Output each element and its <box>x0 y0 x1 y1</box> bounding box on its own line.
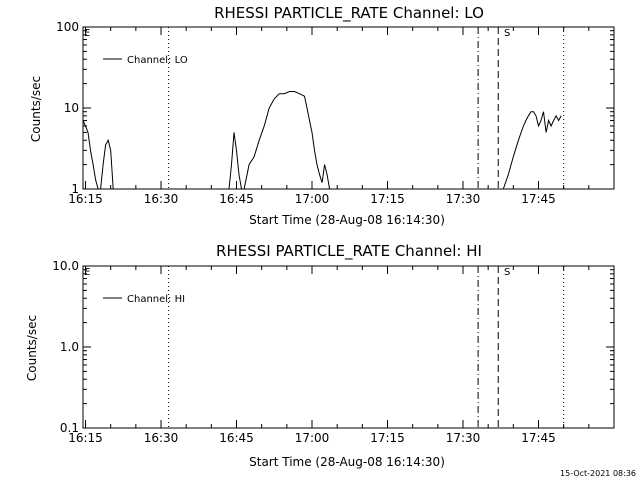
panel-hi-legend-label: Channel: HI <box>127 294 185 305</box>
panel-hi-title: RHESSI PARTICLE_RATE Channel: HI <box>216 242 482 261</box>
panel-lo-frame <box>82 26 615 190</box>
plot-timestamp: 15-Oct-2021 08:36 <box>560 469 636 478</box>
panel-hi-x-axis-label: Start Time (28-Aug-08 16:14:30) <box>249 455 445 469</box>
panel-lo-event-lines <box>168 27 565 189</box>
y-tick-label: 100 <box>56 20 79 34</box>
panel-lo-series <box>82 91 562 190</box>
series-segment <box>243 91 331 190</box>
panel-lo-legend-label: Channel: LO <box>127 55 188 66</box>
x-tick-label: 17:45 <box>521 192 556 206</box>
series-segment <box>502 111 562 190</box>
panel-hi-frame <box>82 265 615 429</box>
panel-hi-y-axis-label: Counts/sec <box>25 315 39 381</box>
panel-lo-x-ticks: 16:15 16:30 16:45 17:00 17:15 17:30 17:45 <box>68 27 615 206</box>
y-tick-label: 10.0 <box>52 259 79 273</box>
x-tick-label: 16:45 <box>219 192 254 206</box>
panel-lo-title: RHESSI PARTICLE_RATE Channel: LO <box>214 4 484 23</box>
panel-hi-flag-e: E <box>84 267 90 278</box>
y-tick-label: 1 <box>71 182 79 196</box>
x-tick-label: 17:00 <box>295 192 330 206</box>
panel-lo-y-ticks: 1 10 100 <box>56 20 614 196</box>
panel-hi-flag-s: S <box>504 267 510 278</box>
x-tick-label: 16:30 <box>144 431 179 445</box>
x-tick-label: 16:15 <box>68 192 103 206</box>
series-segment <box>228 132 242 190</box>
x-tick-label: 17:15 <box>370 431 405 445</box>
x-tick-label: 17:00 <box>295 431 330 445</box>
y-tick-label: 1.0 <box>60 340 79 354</box>
y-tick-label: 0.1 <box>60 421 79 435</box>
panel-lo-x-axis-label: Start Time (28-Aug-08 16:14:30) <box>249 213 445 227</box>
x-tick-label: 17:30 <box>446 192 481 206</box>
x-tick-label: 17:45 <box>521 431 556 445</box>
panel-lo-flag-e: E <box>84 28 90 39</box>
panel-lo-flag-s: S <box>504 28 510 39</box>
panel-hi: RHESSI PARTICLE_RATE Channel: HI 16:15 16… <box>25 242 615 469</box>
panel-lo-y-axis-label: Counts/sec <box>29 76 43 142</box>
x-tick-label: 17:30 <box>446 431 481 445</box>
panel-hi-y-ticks: 0.1 1.0 10.0 <box>52 259 614 435</box>
x-tick-label: 16:15 <box>68 431 103 445</box>
series-segment <box>82 120 114 190</box>
x-tick-label: 16:30 <box>144 192 179 206</box>
y-tick-label: 10 <box>64 101 79 115</box>
panel-hi-event-lines <box>168 266 565 428</box>
panel-hi-x-ticks: 16:15 16:30 16:45 17:00 17:15 17:30 17:45 <box>68 266 615 445</box>
panel-lo: RHESSI PARTICLE_RATE Channel: LO 16:15 16… <box>29 4 615 227</box>
x-tick-label: 17:15 <box>370 192 405 206</box>
x-tick-label: 16:45 <box>219 431 254 445</box>
